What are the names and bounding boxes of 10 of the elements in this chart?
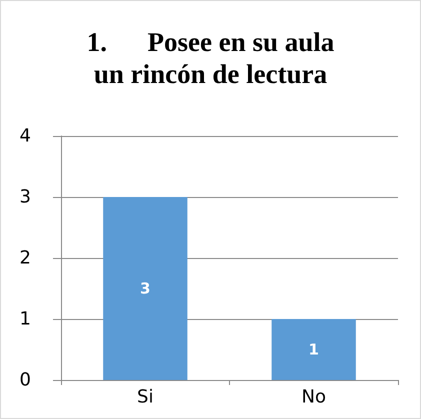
x-tick-label: No (302, 386, 326, 408)
chart-title: 1. Posee en su aula un rincón de lectura (86, 27, 335, 89)
y-tick-label: 1 (20, 308, 31, 330)
data-label: 1 (308, 340, 319, 358)
y-tick-label: 3 (20, 186, 31, 208)
x-tick-label: Si (137, 386, 154, 408)
y-tick-label: 2 (20, 248, 31, 268)
y-tick-label: 4 (20, 126, 31, 146)
y-tick-label: 0 (20, 370, 31, 390)
data-label: 3 (140, 280, 150, 298)
